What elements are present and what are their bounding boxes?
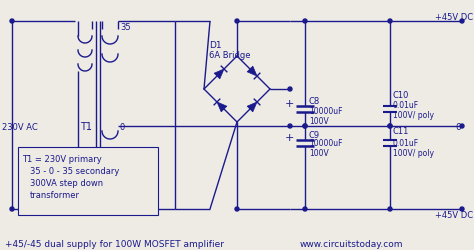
Text: 10000uF: 10000uF [309, 107, 343, 116]
Text: 35: 35 [120, 24, 131, 32]
Circle shape [303, 207, 307, 211]
Text: C11: C11 [393, 127, 410, 136]
Text: 100V/ poly: 100V/ poly [393, 110, 434, 119]
Circle shape [288, 88, 292, 92]
Text: 35: 35 [120, 199, 131, 208]
Text: C8: C8 [309, 96, 320, 105]
Circle shape [388, 207, 392, 211]
Text: transformer: transformer [30, 191, 80, 200]
Text: D1: D1 [209, 41, 222, 50]
Circle shape [235, 207, 239, 211]
Polygon shape [217, 102, 227, 113]
Text: 100V: 100V [309, 117, 329, 126]
Text: 6A Bridge: 6A Bridge [209, 50, 250, 59]
Circle shape [460, 20, 464, 24]
Text: 0: 0 [455, 122, 461, 131]
Text: C9: C9 [309, 130, 320, 139]
Circle shape [388, 124, 392, 128]
Circle shape [10, 20, 14, 24]
Text: 10000uF: 10000uF [309, 139, 343, 148]
Text: 300VA step down: 300VA step down [30, 179, 103, 188]
Text: 100V/ poly: 100V/ poly [393, 149, 434, 158]
Text: 0.01uF: 0.01uF [393, 139, 419, 148]
Text: +: + [284, 98, 294, 108]
Text: 0.01uF: 0.01uF [393, 100, 419, 109]
Text: 100V: 100V [309, 149, 329, 158]
Text: www.circuitstoday.com: www.circuitstoday.com [300, 240, 403, 248]
Polygon shape [247, 102, 257, 113]
Circle shape [288, 124, 292, 128]
Text: T1: T1 [80, 122, 92, 132]
Text: +45V DC: +45V DC [435, 211, 473, 220]
Text: +45V DC: +45V DC [435, 12, 473, 22]
Circle shape [460, 207, 464, 211]
Circle shape [388, 124, 392, 128]
Polygon shape [214, 70, 224, 80]
Polygon shape [247, 67, 257, 77]
Circle shape [303, 124, 307, 128]
Text: 35 - 0 - 35 secondary: 35 - 0 - 35 secondary [30, 167, 119, 176]
Text: C10: C10 [393, 90, 410, 99]
Circle shape [303, 124, 307, 128]
Bar [18, 148, 158, 215]
Circle shape [460, 124, 464, 128]
Circle shape [388, 20, 392, 24]
Circle shape [10, 207, 14, 211]
Text: 0: 0 [120, 122, 125, 131]
Circle shape [235, 20, 239, 24]
Text: +45/-45 dual supply for 100W MOSFET amplifier: +45/-45 dual supply for 100W MOSFET ampl… [5, 240, 224, 248]
Circle shape [303, 20, 307, 24]
Text: 230V AC: 230V AC [2, 122, 38, 131]
Text: +: + [284, 132, 294, 142]
Text: T1 = 230V primary: T1 = 230V primary [22, 155, 102, 164]
